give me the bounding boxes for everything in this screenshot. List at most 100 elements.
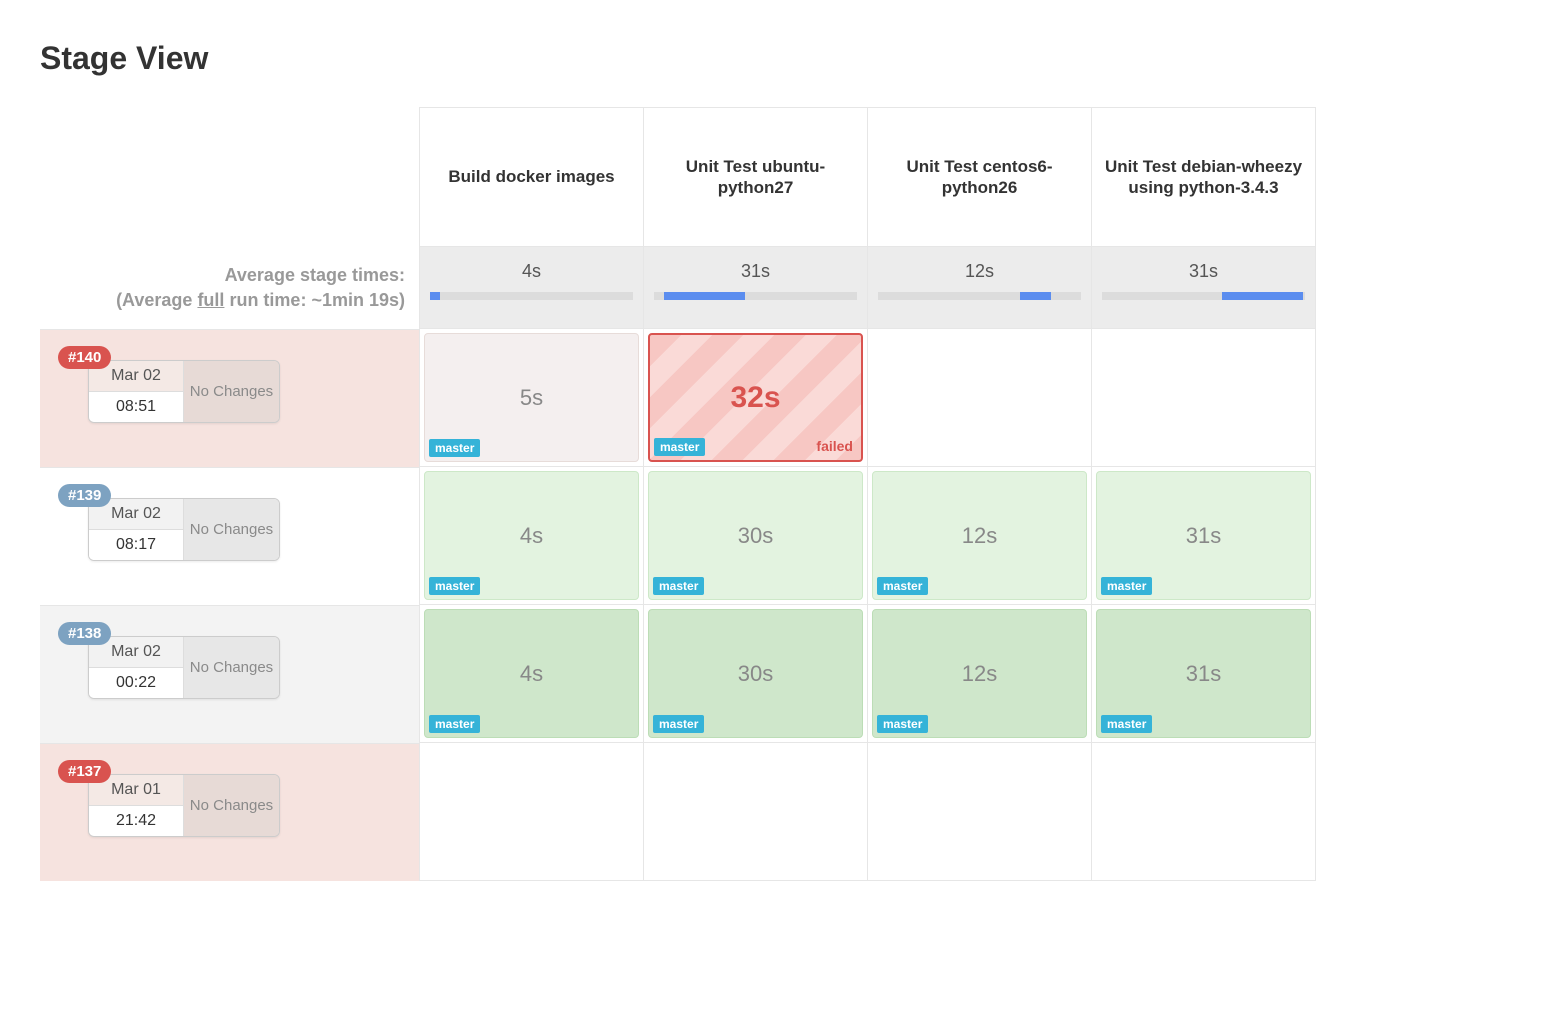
stage-cell[interactable]: 32s master failed bbox=[644, 329, 868, 467]
branch-tag[interactable]: master bbox=[654, 438, 705, 456]
stage-cell[interactable]: 12s master bbox=[868, 605, 1092, 743]
run-badge[interactable]: #140 bbox=[58, 346, 111, 369]
avg-cell[interactable]: 31s bbox=[644, 247, 868, 329]
stage-cell[interactable]: 31s master bbox=[1092, 605, 1316, 743]
run-time: 08:51 bbox=[89, 392, 183, 422]
stage-cell-inner: 31s master bbox=[1096, 471, 1311, 600]
avg-bar-fill bbox=[430, 292, 440, 300]
run-changes[interactable]: No Changes bbox=[183, 637, 279, 698]
branch-tag[interactable]: master bbox=[653, 715, 704, 733]
branch-tag[interactable]: master bbox=[653, 577, 704, 595]
stage-cell[interactable] bbox=[644, 743, 868, 881]
stage-cell[interactable]: 30s master bbox=[644, 467, 868, 605]
stage-cell[interactable]: 4s master bbox=[420, 467, 644, 605]
run-badge[interactable]: #137 bbox=[58, 760, 111, 783]
stage-cell-time: 30s bbox=[738, 661, 773, 687]
stage-cell-inner bbox=[1096, 333, 1311, 462]
run-card[interactable]: Mar 0208:17No Changes bbox=[88, 498, 280, 561]
avg-time: 31s bbox=[654, 261, 857, 282]
stage-cell-time: 5s bbox=[520, 385, 543, 411]
branch-tag[interactable]: master bbox=[429, 439, 480, 457]
avg-cell[interactable]: 12s bbox=[868, 247, 1092, 329]
stage-cell[interactable]: 31s master bbox=[1092, 467, 1316, 605]
stage-header[interactable]: Build docker images bbox=[420, 107, 644, 247]
branch-tag[interactable]: master bbox=[1101, 715, 1152, 733]
run-row-header[interactable]: #138Mar 0200:22No Changes bbox=[40, 605, 420, 743]
avg-bar-fill bbox=[1020, 292, 1050, 300]
page-title: Stage View bbox=[40, 40, 1512, 77]
run-time: 00:22 bbox=[89, 668, 183, 698]
stage-cell-time: 4s bbox=[520, 661, 543, 687]
avg-time: 12s bbox=[878, 261, 1081, 282]
stage-cell-inner: 30s master bbox=[648, 609, 863, 738]
stage-cell[interactable] bbox=[868, 329, 1092, 467]
stage-cell-time: 32s bbox=[730, 381, 780, 415]
stage-cell-inner bbox=[872, 333, 1087, 462]
avg-time: 31s bbox=[1102, 261, 1305, 282]
stage-cell[interactable]: 4s master bbox=[420, 605, 644, 743]
stage-cell-time: 4s bbox=[520, 523, 543, 549]
avg-time: 4s bbox=[430, 261, 633, 282]
stage-cell-inner: 4s master bbox=[424, 609, 639, 738]
stage-cell-inner: 32s master failed bbox=[648, 333, 863, 462]
avg-label: Average stage times:(Average full run ti… bbox=[40, 247, 420, 329]
stage-cell[interactable]: 12s master bbox=[868, 467, 1092, 605]
run-changes[interactable]: No Changes bbox=[183, 499, 279, 560]
branch-tag[interactable]: master bbox=[877, 715, 928, 733]
stage-cell[interactable]: 30s master bbox=[644, 605, 868, 743]
stage-header-label: Unit Test ubuntu-python27 bbox=[654, 156, 857, 199]
avg-label-line2: (Average full run time: ~1min 19s) bbox=[48, 288, 405, 313]
stage-cell-inner: 5s master bbox=[424, 333, 639, 462]
avg-cell[interactable]: 4s bbox=[420, 247, 644, 329]
avg-bar-track bbox=[654, 292, 857, 300]
avg-bar-fill bbox=[664, 292, 745, 300]
run-time: 08:17 bbox=[89, 530, 183, 560]
avg-label-line1: Average stage times: bbox=[48, 263, 405, 288]
run-changes[interactable]: No Changes bbox=[183, 775, 279, 836]
stage-cell[interactable]: 5s master bbox=[420, 329, 644, 467]
stage-cell-time: 12s bbox=[962, 661, 997, 687]
stage-cell-inner: 12s master bbox=[872, 609, 1087, 738]
stage-header-label: Unit Test centos6-python26 bbox=[878, 156, 1081, 199]
stage-header-label: Build docker images bbox=[448, 166, 614, 187]
stage-cell[interactable] bbox=[420, 743, 644, 881]
avg-cell[interactable]: 31s bbox=[1092, 247, 1316, 329]
run-row-header[interactable]: #137Mar 0121:42No Changes bbox=[40, 743, 420, 881]
run-card[interactable]: Mar 0200:22No Changes bbox=[88, 636, 280, 699]
stage-header-label: Unit Test debian-wheezy using python-3.4… bbox=[1102, 156, 1305, 199]
run-datetime: Mar 0208:17 bbox=[89, 499, 183, 560]
header-spacer bbox=[40, 107, 420, 247]
run-time: 21:42 bbox=[89, 806, 183, 836]
branch-tag[interactable]: master bbox=[429, 577, 480, 595]
run-badge[interactable]: #139 bbox=[58, 484, 111, 507]
stage-cell-time: 12s bbox=[962, 523, 997, 549]
run-row-header[interactable]: #140Mar 0208:51No Changes bbox=[40, 329, 420, 467]
run-card[interactable]: Mar 0208:51No Changes bbox=[88, 360, 280, 423]
failed-label: failed bbox=[816, 438, 853, 454]
run-datetime: Mar 0200:22 bbox=[89, 637, 183, 698]
stage-header[interactable]: Unit Test debian-wheezy using python-3.4… bbox=[1092, 107, 1316, 247]
stage-cell-inner: 12s master bbox=[872, 471, 1087, 600]
stage-header[interactable]: Unit Test ubuntu-python27 bbox=[644, 107, 868, 247]
run-card[interactable]: Mar 0121:42No Changes bbox=[88, 774, 280, 837]
stage-cell[interactable] bbox=[1092, 329, 1316, 467]
branch-tag[interactable]: master bbox=[429, 715, 480, 733]
stage-header[interactable]: Unit Test centos6-python26 bbox=[868, 107, 1092, 247]
stage-cell-time: 30s bbox=[738, 523, 773, 549]
stage-cell-time: 31s bbox=[1186, 661, 1221, 687]
avg-label-full: full bbox=[197, 290, 224, 310]
stage-cell[interactable] bbox=[868, 743, 1092, 881]
stage-cell-inner bbox=[1096, 747, 1311, 876]
run-datetime: Mar 0208:51 bbox=[89, 361, 183, 422]
run-badge[interactable]: #138 bbox=[58, 622, 111, 645]
stage-cell-time: 31s bbox=[1186, 523, 1221, 549]
run-changes[interactable]: No Changes bbox=[183, 361, 279, 422]
branch-tag[interactable]: master bbox=[877, 577, 928, 595]
stage-cell[interactable] bbox=[1092, 743, 1316, 881]
branch-tag[interactable]: master bbox=[1101, 577, 1152, 595]
stage-cell-inner bbox=[648, 747, 863, 876]
run-datetime: Mar 0121:42 bbox=[89, 775, 183, 836]
run-row-header[interactable]: #139Mar 0208:17No Changes bbox=[40, 467, 420, 605]
stage-cell-inner bbox=[424, 747, 639, 876]
stage-cell-inner: 30s master bbox=[648, 471, 863, 600]
